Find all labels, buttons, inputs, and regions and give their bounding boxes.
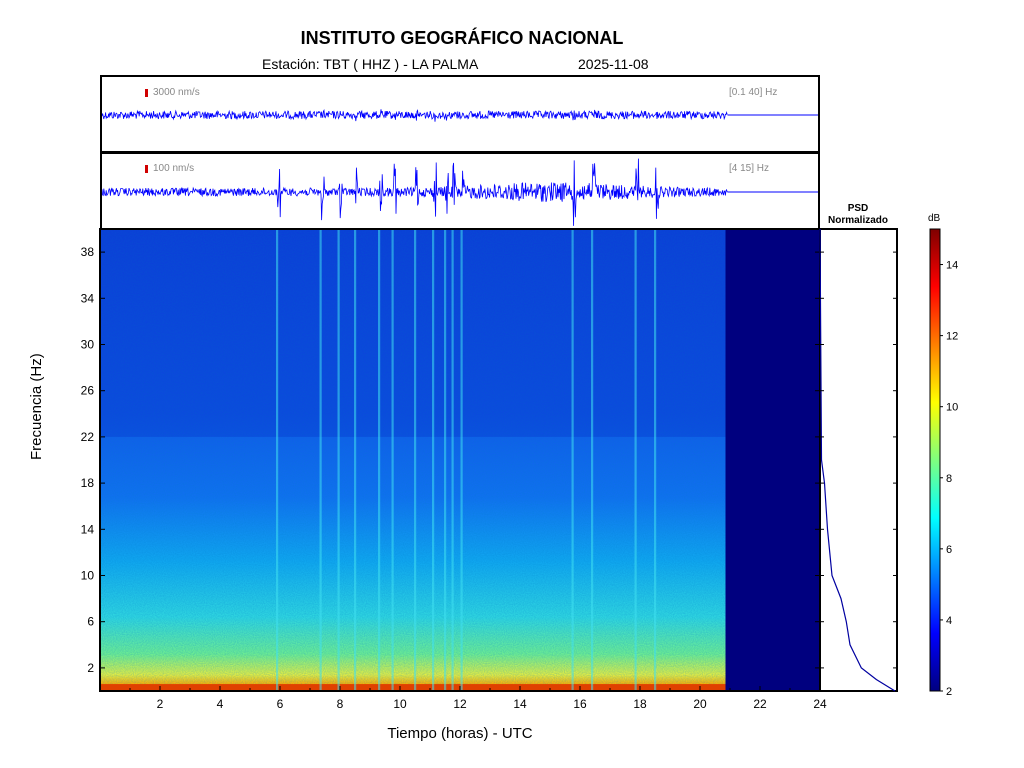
colorbar-tick-label: 4	[946, 615, 952, 627]
event-streak	[337, 229, 340, 691]
trace-line	[102, 108, 728, 122]
x-tick-label: 6	[277, 697, 284, 711]
page-title: INSTITUTO GEOGRÁFICO NACIONAL	[300, 28, 624, 48]
colorbar-gradient	[929, 228, 941, 692]
event-streak	[432, 229, 435, 691]
event-streak	[654, 229, 657, 691]
x-tick-label: 20	[693, 697, 707, 711]
x-tick-label: 10	[393, 697, 407, 711]
event-streak	[414, 229, 417, 691]
y-tick-label: 6	[87, 615, 94, 629]
station-label: Estación: TBT ( HHZ ) - LA PALMA	[262, 56, 479, 72]
low-frequency-band	[100, 684, 726, 691]
trace-panel-filtered	[100, 152, 820, 230]
trace-line	[102, 158, 728, 226]
scale-bar-marker	[145, 89, 148, 97]
colorbar-tick-label: 8	[946, 473, 952, 485]
x-tick-label: 16	[573, 697, 587, 711]
x-tick-label: 24	[813, 697, 827, 711]
x-tick-label: 8	[337, 697, 344, 711]
event-streak	[460, 229, 463, 691]
psd-title-line1: PSD	[847, 203, 869, 214]
trace-waveform-broadband	[102, 108, 818, 122]
trace-band-broadband: [0.1 40] Hz	[729, 87, 778, 98]
x-tick-label: 4	[217, 697, 224, 711]
event-streak	[571, 229, 574, 691]
event-streak	[634, 229, 637, 691]
no-data-region	[725, 229, 820, 691]
event-streak	[319, 229, 322, 691]
event-streak	[354, 229, 357, 691]
spectrogram-noise	[100, 229, 726, 691]
trace-scale-filtered: 100 nm/s	[153, 163, 195, 174]
y-tick-label: 30	[81, 338, 95, 352]
x-tick-label: 2	[157, 697, 164, 711]
x-tick-label: 12	[453, 697, 467, 711]
y-tick-label: 26	[81, 384, 95, 398]
y-tick-label: 18	[81, 476, 95, 490]
colorbar-tick-label: 6	[946, 544, 952, 556]
event-streak	[276, 229, 279, 691]
colorbar-unit: dB	[928, 213, 941, 224]
scale-bar-marker	[145, 165, 148, 173]
psd-title: PSD Normalizado	[818, 203, 898, 227]
psd-frame	[819, 228, 898, 692]
y-tick-label: 38	[81, 245, 95, 259]
x-tick-label: 22	[753, 697, 767, 711]
y-axis-label: Frecuencia (Hz)	[28, 353, 45, 460]
x-tick-label: 18	[633, 697, 647, 711]
y-tick-label: 14	[81, 522, 95, 536]
x-tick-label: 14	[513, 697, 527, 711]
colorbar-tick-label: 10	[946, 402, 958, 414]
trace-waveform-filtered	[102, 158, 818, 226]
psd-title-line2: Normalizado	[827, 215, 888, 226]
spectrogram-background	[100, 229, 726, 691]
high-frequency-region	[100, 229, 726, 437]
event-streak	[444, 229, 447, 691]
trace-band-filtered: [4 15] Hz	[729, 163, 770, 174]
colorbar-tick-label: 12	[946, 331, 958, 343]
y-tick-label: 22	[81, 430, 95, 444]
date-label: 2025-11-08	[578, 56, 649, 72]
y-tick-label: 2	[87, 661, 94, 675]
y-tick-label: 34	[81, 291, 95, 305]
spectrogram-frame	[99, 228, 821, 692]
event-streak	[451, 229, 454, 691]
event-streak	[391, 229, 394, 691]
psd-curve	[819, 228, 896, 692]
trace-panel-broadband	[100, 75, 820, 153]
trace-scale-broadband: 3000 nm/s	[153, 87, 200, 98]
event-streak	[378, 229, 381, 691]
x-axis-label: Tiempo (horas) - UTC	[387, 725, 533, 742]
colorbar-tick-label: 14	[946, 260, 958, 272]
colorbar-tick-label: 2	[946, 686, 952, 698]
y-tick-label: 10	[81, 569, 95, 583]
event-streak	[591, 229, 594, 691]
